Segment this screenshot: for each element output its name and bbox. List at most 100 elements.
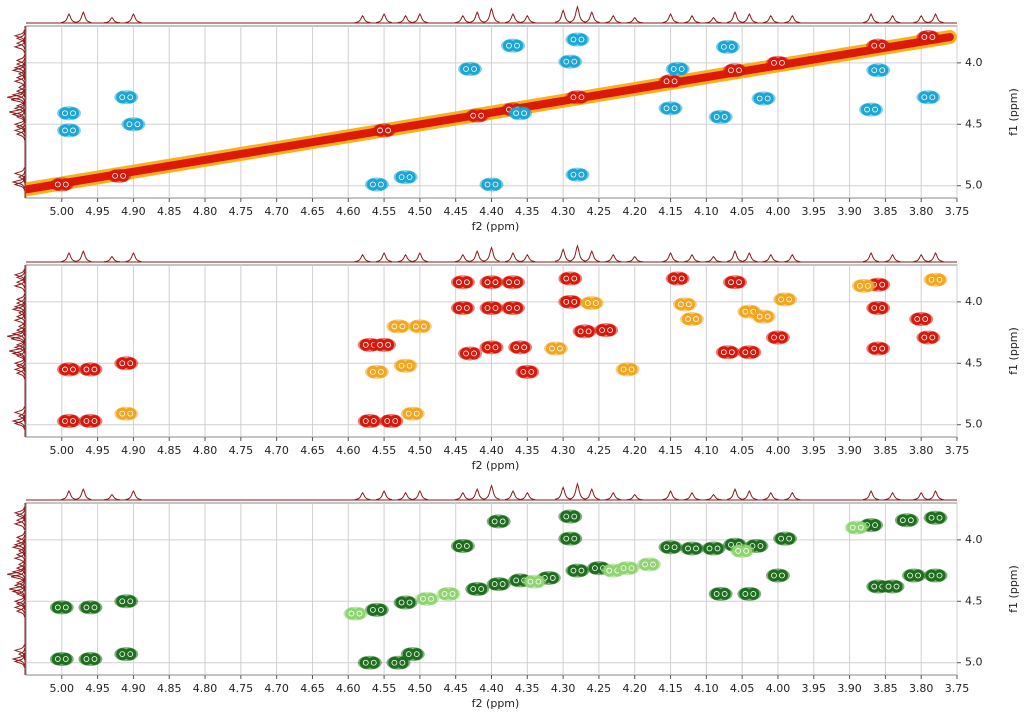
- peak-contour: [678, 66, 685, 72]
- peak-contour: [66, 363, 79, 376]
- peak-contour: [879, 67, 886, 74]
- projection-peak: [913, 253, 930, 263]
- peak-contour: [455, 305, 462, 311]
- x-tick-label: 4.15: [658, 444, 683, 457]
- x-tick-label: 4.10: [694, 682, 719, 695]
- projection-peak: [75, 488, 92, 500]
- peak-contour: [62, 418, 68, 424]
- x-tick-label: 4.95: [85, 205, 110, 218]
- projection-peak: [15, 54, 26, 67]
- x-tick-label: 4.35: [515, 682, 540, 695]
- cross-peak: [114, 647, 139, 662]
- y-tick-label: 4.0: [965, 533, 983, 546]
- peak-contour: [620, 565, 627, 572]
- projection-peak: [13, 40, 25, 54]
- peak-contour: [570, 36, 577, 43]
- peak-contour: [520, 368, 527, 375]
- peak-contour: [518, 107, 531, 120]
- cross-peak: [737, 304, 762, 319]
- x-tick-label: 4.40: [479, 205, 504, 218]
- cross-peak: [765, 330, 790, 345]
- peak-contour: [455, 279, 462, 286]
- peak-contour: [871, 42, 878, 49]
- cross-peak: [672, 297, 697, 312]
- peak-contour: [876, 64, 889, 77]
- peak-contour: [398, 362, 405, 369]
- projection-peak: [705, 493, 722, 501]
- peak-contour: [460, 540, 473, 552]
- cross-peak: [436, 586, 461, 601]
- cross-peak: [515, 364, 540, 379]
- peak-contour: [460, 302, 473, 314]
- peak-contour: [936, 572, 943, 579]
- projection-peak: [60, 489, 78, 500]
- cross-peak: [923, 510, 948, 525]
- peak-contour: [356, 610, 363, 617]
- projection-peak: [13, 124, 25, 137]
- cross-peak: [665, 271, 690, 286]
- peak-contour: [396, 656, 409, 669]
- peak-contour: [571, 535, 578, 542]
- peak-contour: [771, 334, 777, 341]
- peak-contour: [589, 297, 602, 310]
- panel: 5.00 4.95 4.90 4.85 4.80 4.75 4.70 4.65 4.60 4.55…: [7, 5, 1020, 233]
- peak-contour: [398, 174, 405, 181]
- cross-peak: [565, 90, 590, 105]
- cross-peak: [565, 32, 590, 47]
- projection-peak: [583, 488, 600, 500]
- x-tick-label: 3.75: [945, 444, 970, 457]
- cross-peak: [923, 568, 948, 583]
- peak-contour: [117, 169, 130, 182]
- x-tick-label: 4.80: [193, 444, 218, 457]
- peak-contour: [546, 571, 559, 584]
- cross-peak: [637, 557, 662, 572]
- cross-peak: [572, 324, 597, 339]
- cross-peak: [49, 652, 74, 667]
- peak-contour: [890, 580, 903, 593]
- y-tick-label: 5.0: [965, 418, 983, 431]
- peak-contour: [392, 418, 399, 424]
- peak-contour: [929, 334, 936, 341]
- cross-peak: [56, 414, 81, 429]
- peak-contour: [864, 106, 870, 113]
- projection-peak: [884, 253, 901, 263]
- peak-contour: [484, 305, 491, 311]
- peak-contour: [678, 275, 685, 282]
- cross-peak: [866, 38, 891, 53]
- peak-contour: [119, 651, 126, 658]
- peak-contour: [578, 171, 585, 178]
- projection-peak: [483, 484, 500, 500]
- x-tick-label: 4.20: [622, 205, 647, 218]
- peak-contour: [367, 415, 380, 428]
- peak-contour: [510, 302, 523, 314]
- peak-contour: [385, 127, 391, 134]
- projection-peak: [411, 251, 428, 262]
- peak-contour: [761, 92, 774, 105]
- peak-contour: [83, 604, 90, 611]
- peak-contour: [88, 363, 101, 376]
- peak-contour: [570, 94, 577, 101]
- peak-contour: [491, 581, 498, 587]
- x-axis-title: f2 (ppm): [472, 220, 520, 233]
- peak-contour: [922, 316, 929, 322]
- peak-contour: [871, 583, 878, 590]
- x-tick-label: 4.50: [408, 205, 433, 218]
- cross-peak: [114, 594, 139, 609]
- projection-peak: [11, 347, 25, 360]
- peak-contour: [370, 418, 377, 424]
- cross-peak: [78, 414, 103, 429]
- cross-peak: [500, 38, 525, 53]
- peak-contour: [747, 587, 760, 600]
- peak-contour: [869, 519, 882, 532]
- peak-contour: [455, 543, 462, 549]
- peak-contour: [367, 656, 380, 669]
- cross-peak: [364, 602, 389, 617]
- peak-contour: [563, 513, 570, 520]
- peak-contour: [871, 305, 878, 311]
- peak-contour: [899, 517, 906, 524]
- peak-contour: [736, 279, 742, 286]
- projection-peak: [354, 14, 371, 24]
- peak-contour: [521, 344, 528, 351]
- projection-peak: [583, 11, 600, 23]
